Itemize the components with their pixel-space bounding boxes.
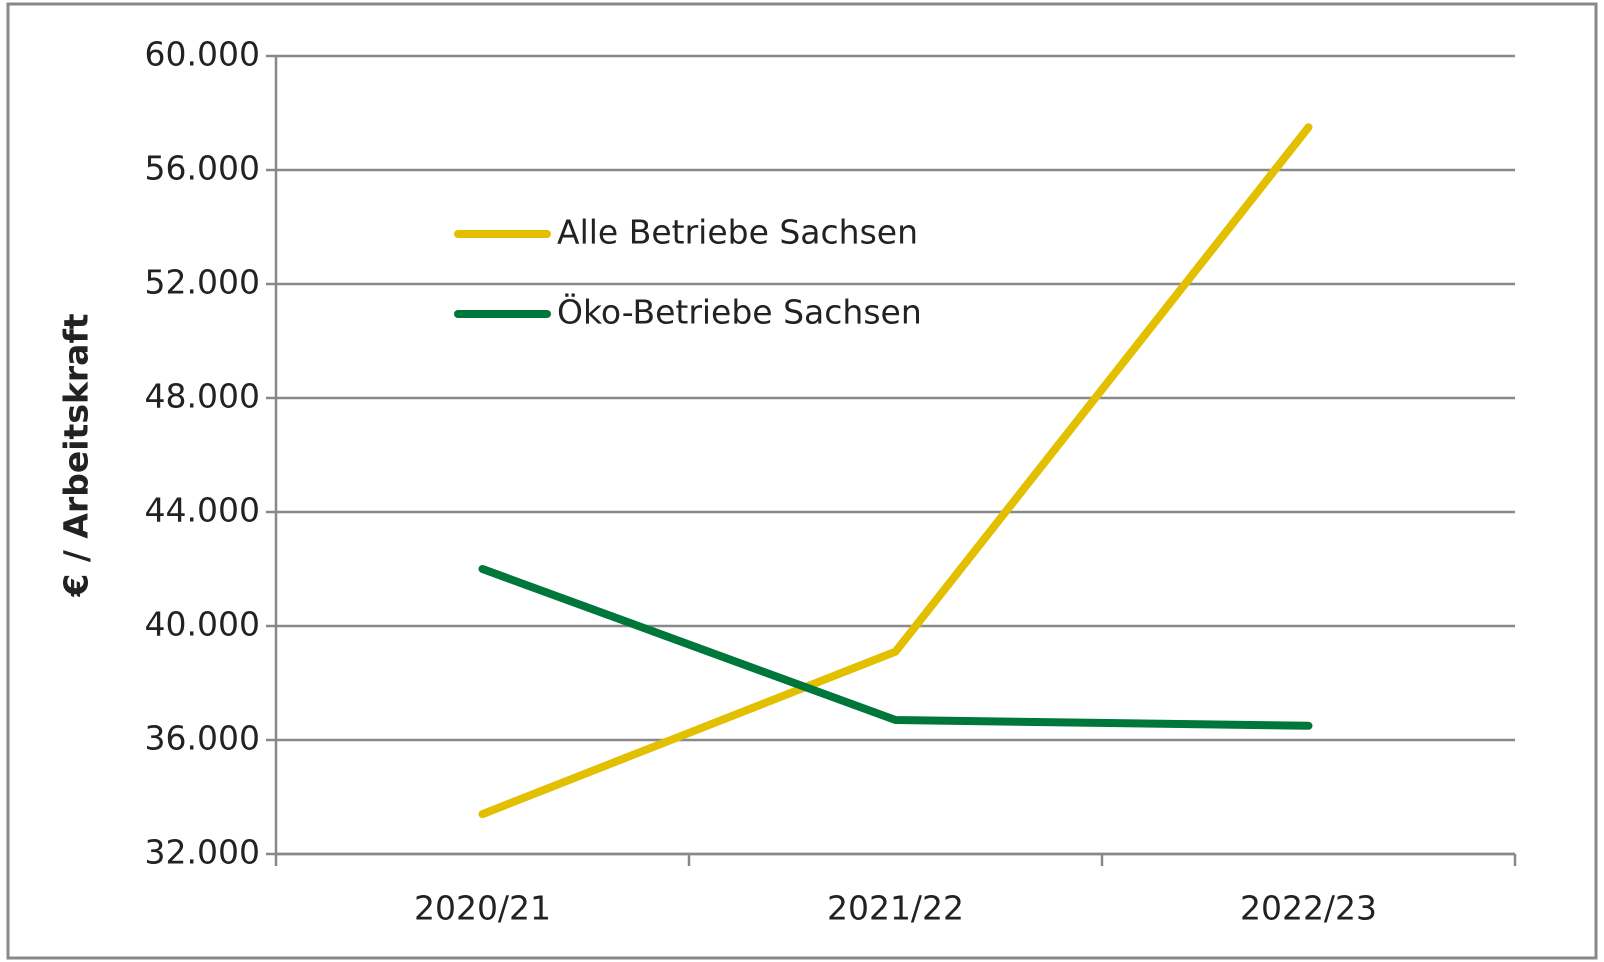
chart-frame — [6, 2, 1598, 960]
y-tick-label: 60.000 — [145, 35, 260, 74]
y-tick-label: 52.000 — [145, 263, 260, 302]
x-tick-label: 2020/21 — [414, 889, 551, 928]
legend-label: Alle Betriebe Sachsen — [557, 213, 918, 252]
line-series — [478, 123, 1313, 819]
y-axis-title: € / Arbeitskraft — [57, 313, 96, 597]
y-tick-label: 32.000 — [145, 833, 260, 872]
y-tick-label: 48.000 — [145, 377, 260, 416]
y-tick-label: 36.000 — [145, 719, 260, 758]
y-tick-label: 56.000 — [145, 149, 260, 188]
legend-label: Öko-Betriebe Sachsen — [557, 292, 922, 332]
y-tick-label: 44.000 — [145, 491, 260, 530]
x-tick-label: 2022/23 — [1240, 889, 1377, 928]
x-tick-label: 2021/22 — [827, 889, 964, 928]
y-tick-label: 40.000 — [145, 605, 260, 644]
line-series — [478, 565, 1313, 730]
